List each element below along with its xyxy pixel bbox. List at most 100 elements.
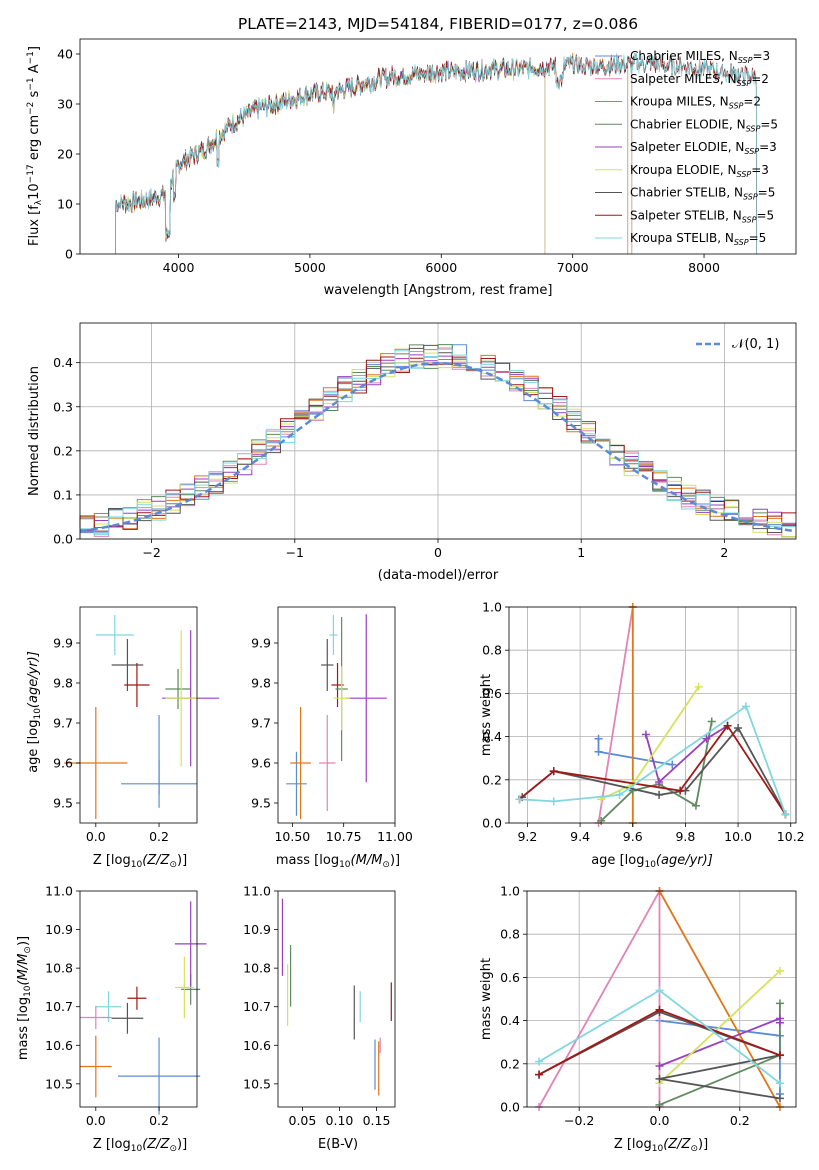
weight-vs-metallicity-ylabel: mass weight: [479, 958, 494, 1040]
mass-vs-metallicity-errorbar-salpeter-elodie: [174, 901, 207, 987]
weight-vs-metallicity-marker: [655, 1074, 664, 1083]
weight-vs-age-xtick-label: 9.4: [570, 829, 590, 844]
weight-vs-metallicity-line-kroupa-stelib: [535, 986, 784, 1088]
age-vs-metallicity-ytick-label: 9.8: [53, 676, 73, 691]
residual-histogram-panel: −2 −1 0 1 2 0.0 0.1 0.2 0.3 0.4 𝒩(0, 1) (data-mod…: [27, 322, 797, 583]
mass-vs-ebv-ytick-label: 11.0: [243, 884, 271, 899]
histogram-salpeter-stelib: [79, 356, 796, 539]
histogram-ytick-label: 0.0: [53, 532, 73, 547]
weight-vs-age-marker: [707, 717, 716, 726]
mass-vs-metallicity-errorbar-salpeter-miles: [80, 1005, 112, 1030]
weight-vs-age-marker: [641, 730, 650, 739]
age-vs-metallicity-errorbar-chabrier-stelib: [111, 639, 144, 691]
mass-vs-ebv-ytick-label: 10.8: [243, 961, 271, 976]
age-vs-metallicity-xtick-label: 0.2: [149, 829, 169, 844]
age-vs-metallicity-panel: 0.0 0.2 9.5 9.6 9.7 9.8 9.9 Z [log10(Z/Z⊙)] ag…: [26, 606, 220, 870]
mass-vs-ebv-xlabel: E(B-V): [318, 1137, 358, 1152]
age-vs-metallicity-ylabel: age [log10(age/yr)]: [26, 651, 43, 773]
weight-vs-age-xtick-label: 9.6: [623, 829, 643, 844]
weight-vs-metallicity-marker: [535, 1070, 544, 1079]
weight-vs-age-marker: [781, 810, 790, 819]
weight-vs-age-line-chabrier-miles: [594, 734, 677, 769]
weight-vs-age-marker: [655, 790, 664, 799]
age-vs-metallicity-errorbar-salpeter-stelib: [124, 663, 150, 707]
mass-vs-metallicity-xlabel: Z [log10(Z/Z⊙)]: [93, 1137, 187, 1154]
weight-vs-age-ytick-label: 0.8: [482, 643, 502, 658]
mass-vs-ebv-ytick-label: 10.5: [243, 1076, 271, 1091]
mass-vs-ebv-xtick-label: 0.05: [289, 1113, 317, 1128]
weight-vs-age-marker: [597, 816, 606, 825]
weight-vs-metallicity-marker: [775, 1094, 784, 1103]
histogram-kroupa-stelib: [79, 348, 796, 539]
legend-label-salpeter-stelib: Salpeter STELIB, NSSP=5: [630, 208, 774, 224]
age-vs-metallicity-errorbar-kroupa-stelib: [95, 615, 134, 655]
age-vs-mass-ytick-label: 9.5: [251, 796, 271, 811]
mass-vs-metallicity-xtick-label: 0.0: [86, 1113, 106, 1128]
weight-vs-metallicity-line-salpeter-elodie: [655, 1014, 784, 1070]
histogram-xtick-label: 0: [434, 545, 442, 560]
weight-vs-age-marker: [741, 702, 750, 711]
legend-label-salpeter-miles: Salpeter MILES, NSSP=2: [630, 72, 769, 88]
weight-vs-age-ytick-label: 1.0: [482, 600, 502, 615]
weight-vs-age-marker: [676, 786, 685, 795]
weight-vs-age-xlabel: age [log10(age/yr)]: [591, 853, 713, 870]
mass-vs-metallicity-ytick-label: 10.9: [45, 922, 73, 937]
age-vs-mass-errorbar-salpeter-miles: [319, 715, 336, 811]
weight-vs-metallicity-marker: [655, 1005, 664, 1014]
legend-label-kroupa-miles: Kroupa MILES, NSSP=2: [630, 95, 761, 111]
spectrum-xtick-label: 5000: [294, 260, 326, 275]
mass-vs-ebv-xtick-label: 0.15: [363, 1113, 391, 1128]
legend-label-chabrier-elodie: Chabrier ELODIE, NSSP=5: [630, 117, 778, 133]
weight-vs-metallicity-ytick-label: 1.0: [500, 884, 520, 899]
spectrum-xtick-label: 4000: [163, 260, 195, 275]
spectrum-title: PLATE=2143, MJD=54184, FIBERID=0177, z=0…: [238, 15, 638, 33]
mass-vs-ebv-ytick-label: 10.9: [243, 922, 271, 937]
weight-vs-age-line-kroupa-stelib: [515, 702, 790, 819]
legend-label-kroupa-elodie: Kroupa ELODIE, NSSP=3: [630, 163, 769, 179]
histogram-xtick-label: −2: [142, 545, 160, 560]
weight-vs-metallicity-marker: [775, 1018, 784, 1027]
legend-label-salpeter-elodie: Salpeter ELODIE, NSSP=3: [630, 140, 777, 156]
weight-vs-metallicity-ytick-label: 0.8: [500, 927, 520, 942]
mass-vs-metallicity-panel: 0.0 0.2 10.5 10.6 10.7 10.8 10.9 11.0 Z [log10(…: [16, 884, 207, 1154]
weight-vs-metallicity-xtick-label: −0.2: [564, 1113, 594, 1128]
weight-vs-metallicity-panel: −0.2 0.0 0.2 0.0 0.2 0.4 0.6 0.8 1.0 Z [log10(Z/…: [479, 884, 797, 1154]
age-vs-metallicity-errorbar-chabrier-elodie: [165, 669, 191, 709]
weight-vs-age-marker: [549, 767, 558, 776]
mass-vs-metallicity-errorbar-salpeter-stelib: [127, 986, 147, 1010]
age-vs-mass-errorbar-kroupa-stelib: [329, 615, 338, 655]
spectrum-legend: Chabrier MILES, NSSP=3 Salpeter MILES, NS…: [595, 49, 778, 247]
mass-vs-ebv-xtick-label: 0.10: [326, 1113, 354, 1128]
weight-vs-age-marker: [691, 801, 700, 810]
weight-vs-age-marker: [694, 682, 703, 691]
spectrum-xtick-label: 8000: [688, 260, 720, 275]
weight-vs-metallicity-marker: [775, 1051, 784, 1060]
weight-vs-age-ytick-label: 0.6: [482, 686, 502, 701]
weight-vs-age-xtick-label: 9.8: [675, 829, 695, 844]
spectrum-xtick-label: 7000: [557, 260, 589, 275]
histogram-ytick-label: 0.1: [53, 487, 73, 502]
legend-label-chabrier-miles: Chabrier MILES, NSSP=3: [630, 49, 770, 65]
weight-vs-metallicity-line-salpeter-stelib: [535, 1005, 784, 1079]
histogram-ylabel: Normed distribution: [27, 366, 42, 496]
weight-vs-age-xtick-label: 10.0: [724, 829, 752, 844]
age-vs-metallicity-xtick-label: 0.0: [86, 829, 106, 844]
age-vs-mass-errorbar-salpeter-elodie: [345, 614, 387, 783]
weight-vs-age-marker: [723, 721, 732, 730]
mass-vs-ebv-panel: 0.05 0.10 0.15 10.5 10.6 10.7 10.8 10.9 11.0 E(B…: [243, 884, 396, 1152]
spectrum-panel: PLATE=2143, MJD=54184, FIBERID=0177, z=0…: [26, 15, 797, 298]
weight-vs-metallicity-ytick-label: 0.0: [500, 1100, 520, 1115]
mass-vs-metallicity-xtick-label: 0.2: [149, 1113, 169, 1128]
histogram-legend: 𝒩(0, 1): [696, 337, 779, 352]
weight-vs-age-ytick-label: 0.4: [482, 729, 502, 744]
mass-vs-metallicity-ytick-label: 10.6: [45, 1038, 73, 1053]
age-vs-metallicity-ytick-label: 9.7: [53, 716, 73, 731]
spectrum-ytick-label: 0: [65, 247, 73, 262]
age-vs-mass-errorbar-kroupa-miles: [290, 707, 311, 819]
age-vs-metallicity-ytick-label: 9.9: [53, 636, 73, 651]
histogram-xtick-label: 1: [577, 545, 585, 560]
age-vs-mass-xtick-label: 10.75: [326, 829, 362, 844]
weight-vs-metallicity-ytick-label: 0.6: [500, 970, 520, 985]
weight-vs-age-marker: [515, 795, 524, 804]
